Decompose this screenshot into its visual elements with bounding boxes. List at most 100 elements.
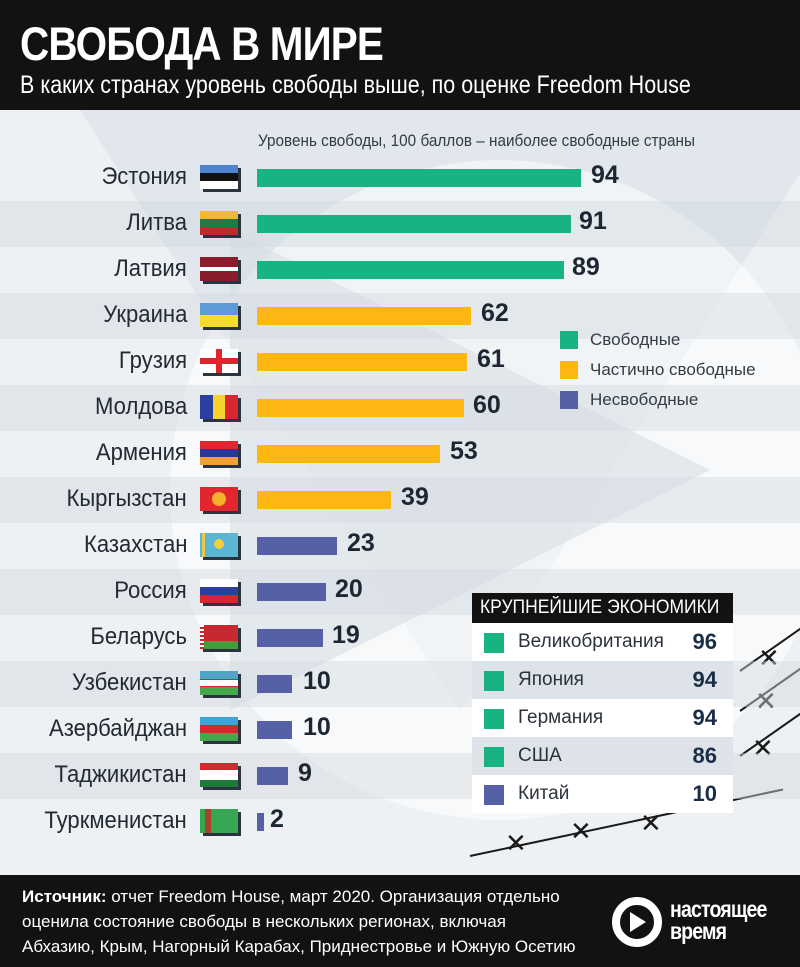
- nastoyashchee-vremya-logo: настоящее время: [612, 895, 792, 950]
- belarus-flag-icon: [200, 625, 238, 649]
- country-name: Великобритания: [518, 631, 664, 652]
- table-row: Германия 94: [472, 699, 733, 737]
- table-row: Великобритания 96: [472, 623, 733, 661]
- not-free-swatch-icon: [560, 391, 578, 409]
- bar-free: [257, 261, 564, 279]
- bar-value: 10: [303, 713, 331, 741]
- country-label: Туркменистан: [44, 807, 187, 834]
- country-row: Молдова 60: [0, 385, 800, 431]
- free-swatch-icon: [484, 747, 504, 767]
- country-row: Латвия 89: [0, 247, 800, 293]
- logo-text-line1: настоящее: [670, 896, 767, 922]
- turkmenistan-flag-icon: [200, 809, 238, 833]
- bar-free: [257, 169, 581, 187]
- chart-area: ✕ ✕ ✕ ✕ ✕ ✕ Уровень свободы, 100 баллов …: [0, 110, 800, 875]
- bar-value: 2: [270, 805, 284, 833]
- legend-item-free: Свободные: [560, 325, 756, 355]
- bar-not-free: [257, 675, 292, 693]
- country-name: Япония: [518, 669, 584, 690]
- table-title: КРУПНЕЙШИЕ ЭКОНОМИКИ: [472, 593, 733, 623]
- country-label: Россия: [114, 577, 187, 604]
- country-row: Азербайджан 10: [0, 707, 800, 753]
- bar-value: 61: [477, 345, 505, 373]
- bar-not-free: [257, 813, 264, 831]
- bar-not-free: [257, 537, 337, 555]
- country-label: Эстония: [101, 163, 187, 190]
- bar-partly-free: [257, 399, 464, 417]
- country-row: Кыргызстан 39: [0, 477, 800, 523]
- bar-not-free: [257, 721, 292, 739]
- country-label: Кыргызстан: [66, 485, 187, 512]
- partly-free-swatch-icon: [560, 361, 578, 379]
- moldova-flag-icon: [200, 395, 238, 419]
- source-label: Источник:: [22, 887, 107, 906]
- bar-value: 39: [401, 483, 429, 511]
- country-name: США: [518, 745, 562, 766]
- country-label: Казахстан: [83, 531, 187, 558]
- kyrgyzstan-flag-icon: [200, 487, 238, 511]
- score-value: 96: [692, 629, 717, 654]
- armenia-flag-icon: [200, 441, 238, 465]
- country-row: Грузия 61: [0, 339, 800, 385]
- play-arrow-icon: [612, 897, 662, 947]
- legend: Свободные Частично свободные Несвободные: [560, 325, 756, 415]
- bar-value: 10: [303, 667, 331, 695]
- estonia-flag-icon: [200, 165, 238, 189]
- country-label: Украина: [102, 301, 187, 328]
- ukraine-flag-icon: [200, 303, 238, 327]
- country-row: Украина 62: [0, 293, 800, 339]
- georgia-flag-icon: [200, 349, 238, 373]
- table-row: США 86: [472, 737, 733, 775]
- bar-value: 23: [347, 529, 375, 557]
- country-row: Эстония 94: [0, 155, 800, 201]
- bar-not-free: [257, 583, 326, 601]
- country-label: Молдова: [94, 393, 187, 420]
- legend-item-not-free: Несвободные: [560, 385, 756, 415]
- bar-value: 19: [332, 621, 360, 649]
- tajikistan-flag-icon: [200, 763, 238, 787]
- russia-flag-icon: [200, 579, 238, 603]
- free-swatch-icon: [484, 633, 504, 653]
- table-row: Китай 10: [472, 775, 733, 813]
- kazakhstan-flag-icon: [200, 533, 238, 557]
- country-row: Литва 91: [0, 201, 800, 247]
- legend-label: Свободные: [590, 330, 681, 349]
- country-row: Туркменистан 2: [0, 799, 800, 845]
- country-label: Грузия: [118, 347, 187, 374]
- country-label: Литва: [126, 209, 187, 236]
- country-row: Армения 53: [0, 431, 800, 477]
- azerbaijan-flag-icon: [200, 717, 238, 741]
- score-value: 86: [692, 743, 717, 768]
- country-label: Армения: [96, 439, 187, 466]
- country-name: Германия: [518, 707, 604, 728]
- country-row: Россия 20: [0, 569, 800, 615]
- free-swatch-icon: [484, 671, 504, 691]
- page-subtitle: В каких странах уровень свободы выше, по…: [20, 71, 691, 99]
- not-free-swatch-icon: [484, 785, 504, 805]
- logo-text-line2: время: [670, 918, 727, 944]
- page-title: СВОБОДА В МИРЕ: [20, 17, 384, 70]
- bar-value: 62: [481, 299, 509, 327]
- country-label: Азербайджан: [48, 715, 187, 742]
- header: СВОБОДА В МИРЕ В каких странах уровень с…: [0, 0, 800, 110]
- country-row: Беларусь 19: [0, 615, 800, 661]
- free-swatch-icon: [560, 331, 578, 349]
- axis-label: Уровень свободы, 100 баллов – наиболее с…: [258, 131, 695, 150]
- latvia-flag-icon: [200, 257, 238, 281]
- country-label: Беларусь: [90, 623, 187, 650]
- country-row: Казахстан 23: [0, 523, 800, 569]
- score-value: 94: [692, 667, 717, 692]
- footer: Источник: отчет Freedom House, март 2020…: [0, 875, 800, 967]
- legend-item-partly-free: Частично свободные: [560, 355, 756, 385]
- bar-value: 60: [473, 391, 501, 419]
- bar-free: [257, 215, 571, 233]
- country-label: Латвия: [114, 255, 187, 282]
- country-label: Таджикистан: [54, 761, 187, 788]
- bar-partly-free: [257, 353, 467, 371]
- source-note: Источник: отчет Freedom House, март 2020…: [22, 884, 582, 959]
- table-row: Япония 94: [472, 661, 733, 699]
- country-label: Узбекистан: [72, 669, 187, 696]
- bar-value: 53: [450, 437, 478, 465]
- bar-value: 91: [579, 207, 607, 235]
- bar-not-free: [257, 767, 288, 785]
